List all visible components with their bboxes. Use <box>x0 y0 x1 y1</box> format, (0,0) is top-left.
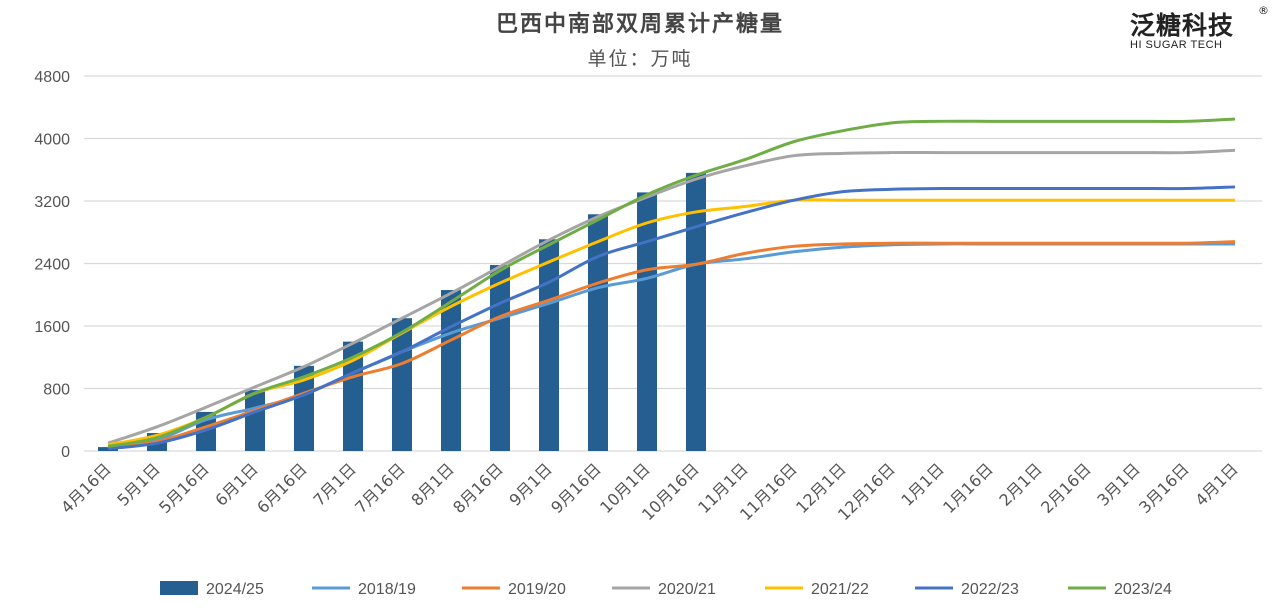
chart-title: 巴西中南部双周累计产糖量 <box>495 11 784 37</box>
x-tick-label: 8月16日 <box>449 459 507 517</box>
x-tick-label: 1月16日 <box>939 459 997 517</box>
logo-text-cn: 泛糖科技 <box>1130 11 1235 40</box>
bar-2024-25 <box>490 265 510 451</box>
y-tick-label: 4800 <box>34 69 70 86</box>
x-tick-label: 4月1日 <box>1191 459 1241 509</box>
y-tick-label: 4000 <box>34 132 70 149</box>
bar-2024-25 <box>98 447 118 451</box>
chart-subtitle: 单位：万吨 <box>587 48 693 70</box>
legend-label: 2018/19 <box>358 581 416 598</box>
x-tick-label: 9月16日 <box>547 459 605 517</box>
line-series-2019-20 <box>107 240 1236 450</box>
legend-label: 2023/24 <box>1114 581 1172 598</box>
x-tick-label: 3月16日 <box>1135 459 1193 517</box>
line-series-2023-24 <box>107 117 1236 448</box>
bar-2024-25 <box>392 318 412 451</box>
line-series-2021-22 <box>107 198 1235 447</box>
y-tick-label: 0 <box>61 444 70 461</box>
legend-label: 2020/21 <box>658 581 716 598</box>
brand-logo: 泛糖科技 HI SUGAR TECH ® <box>1130 4 1270 51</box>
bar-2024-25 <box>245 390 265 451</box>
bar-2024-25 <box>588 214 608 451</box>
y-tick-label: 2400 <box>34 257 70 274</box>
legend-swatch-bar <box>160 581 198 595</box>
legend-label: 2022/23 <box>961 581 1019 598</box>
y-tick-label: 800 <box>43 382 70 399</box>
y-tick-label: 1600 <box>34 319 70 336</box>
bar-2024-25 <box>441 290 461 451</box>
line-series-2018-19 <box>107 242 1235 451</box>
x-tick-label: 4月16日 <box>57 459 115 517</box>
legend-label: 2019/20 <box>508 581 566 598</box>
bar-2024-25 <box>539 239 559 451</box>
x-tick-label: 2月16日 <box>1037 459 1095 517</box>
legend-label: 2024/25 <box>206 581 264 598</box>
bar-2024-25 <box>686 172 706 451</box>
line-series-2020-21 <box>107 148 1236 445</box>
logo-text-en: HI SUGAR TECH <box>1130 39 1223 51</box>
x-tick-label: 6月16日 <box>253 459 311 517</box>
x-tick-label: 5月16日 <box>155 459 213 517</box>
y-tick-label: 3200 <box>34 194 70 211</box>
bar-2024-25 <box>637 192 657 451</box>
line-series-2022-23 <box>107 185 1236 451</box>
bar-2024-25 <box>294 365 314 451</box>
legend-label: 2021/22 <box>811 581 869 598</box>
x-tick-label: 7月16日 <box>351 459 409 517</box>
registered-mark: ® <box>1258 4 1269 17</box>
bar-2024-25 <box>343 341 363 451</box>
